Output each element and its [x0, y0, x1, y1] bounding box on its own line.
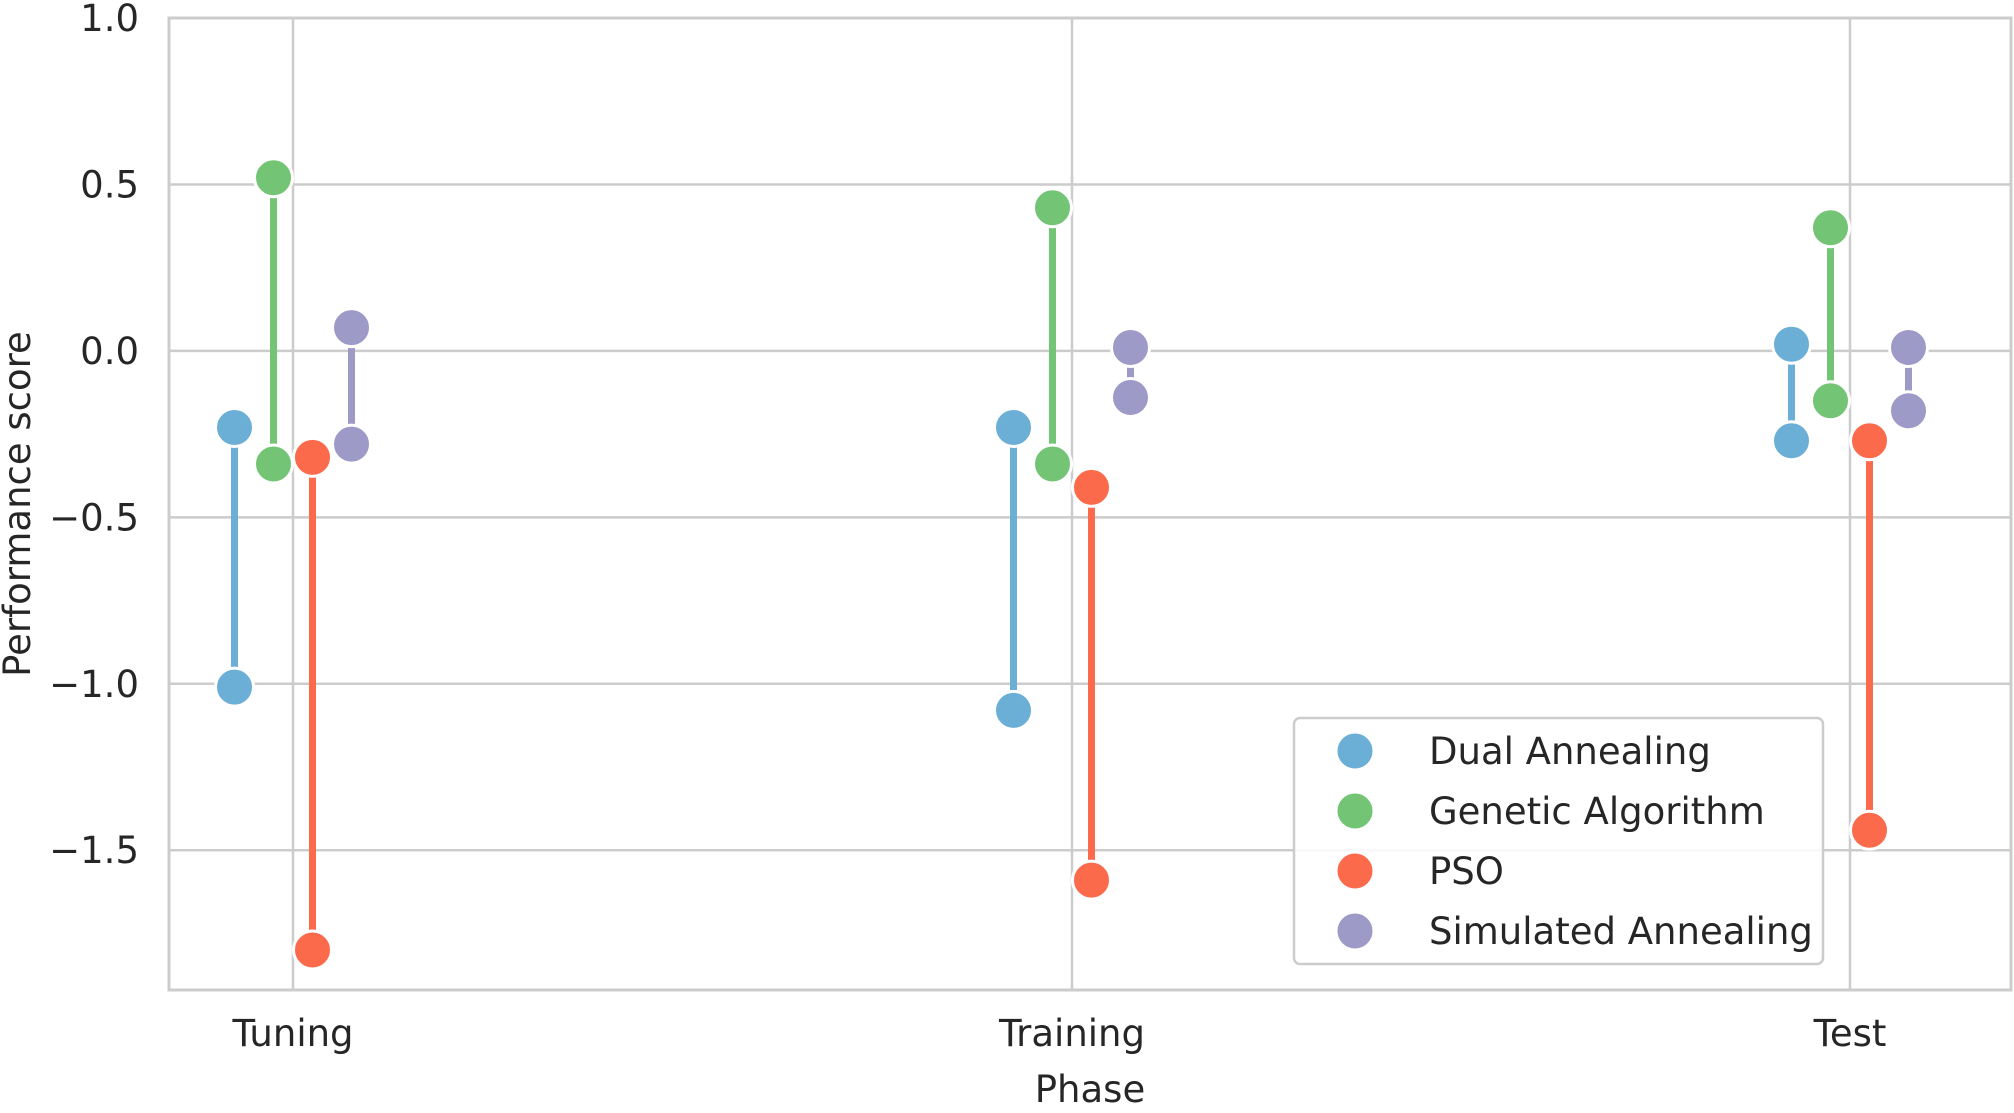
- series-simulated-annealing: [331, 307, 1929, 465]
- y-tick-label: −0.5: [49, 496, 139, 539]
- high-point: [993, 406, 1034, 448]
- x-axis-ticks: Tuning Training Test: [231, 1012, 1886, 1055]
- series-genetic-algorithm: [253, 157, 1851, 485]
- low-point: [1771, 420, 1812, 462]
- legend-item: PSO: [1334, 850, 1504, 893]
- legend-marker: [1334, 730, 1376, 772]
- legend-item: Genetic Algorithm: [1334, 790, 1765, 833]
- legend-label: Simulated Annealing: [1429, 910, 1813, 953]
- low-point: [993, 689, 1034, 731]
- legend-marker: [1334, 790, 1376, 832]
- series-layer: [214, 157, 1929, 971]
- y-tick-label: 1.0: [80, 0, 139, 40]
- x-tick-label: Tuning: [231, 1012, 353, 1055]
- high-point: [1110, 327, 1151, 369]
- low-point: [253, 443, 294, 485]
- plot-frame: [167, 16, 2013, 992]
- high-point: [1771, 323, 1812, 365]
- high-point: [1032, 187, 1073, 229]
- low-point: [1110, 376, 1151, 418]
- low-point: [214, 666, 255, 708]
- high-point: [253, 157, 294, 199]
- low-point: [1810, 380, 1851, 422]
- high-point: [214, 406, 255, 448]
- low-point: [292, 929, 333, 971]
- high-point: [1810, 207, 1851, 249]
- series-pso: [292, 420, 1890, 971]
- legend-label: Genetic Algorithm: [1429, 790, 1765, 833]
- y-tick-label: −1.0: [49, 663, 139, 706]
- low-point: [1032, 443, 1073, 485]
- low-point: [1849, 809, 1890, 851]
- legend-label: PSO: [1429, 850, 1504, 893]
- y-axis-label: Performance score: [0, 331, 39, 677]
- series-dual-annealing: [214, 323, 1812, 731]
- y-tick-label: −1.5: [49, 829, 139, 872]
- low-point: [1071, 859, 1112, 901]
- x-tick-label: Test: [1813, 1012, 1887, 1055]
- y-tick-label: 0.5: [80, 163, 139, 206]
- y-axis-ticks: 1.0 0.5 0.0 −0.5 −1.0 −1.5: [49, 0, 139, 872]
- x-axis-label: Phase: [1035, 1068, 1145, 1111]
- high-point: [331, 307, 372, 349]
- high-point: [1071, 466, 1112, 508]
- high-point: [1888, 327, 1929, 369]
- legend-box: [1292, 716, 1825, 966]
- low-point: [1888, 390, 1929, 432]
- legend: Dual Annealing Genetic Algorithm PSO Simula…: [1292, 716, 1825, 966]
- high-point: [1849, 420, 1890, 462]
- low-point: [331, 423, 372, 465]
- legend-item: Simulated Annealing: [1334, 910, 1813, 953]
- legend-item: Dual Annealing: [1334, 730, 1711, 773]
- x-tick-label: Training: [998, 1012, 1145, 1055]
- y-tick-label: 0.0: [80, 330, 139, 373]
- legend-label: Dual Annealing: [1429, 730, 1711, 773]
- high-point: [292, 436, 333, 478]
- legend-marker: [1334, 850, 1376, 892]
- legend-marker: [1334, 910, 1376, 952]
